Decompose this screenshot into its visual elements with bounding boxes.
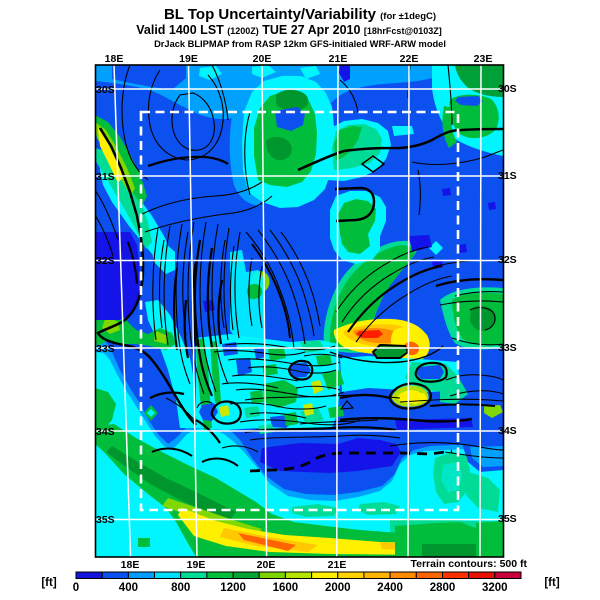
svg-text:35S: 35S [498,513,517,525]
svg-text:21E: 21E [329,53,348,65]
svg-text:20E: 20E [253,53,272,65]
svg-text:31S: 31S [498,170,517,182]
svg-text:800: 800 [171,582,190,594]
svg-text:32S: 32S [498,254,517,266]
svg-text:Terrain contours: 500 ft: Terrain contours: 500 ft [411,558,528,570]
svg-text:32S: 32S [96,255,115,267]
svg-text:21E: 21E [328,559,347,571]
svg-text:1200: 1200 [220,582,246,594]
svg-text:20E: 20E [257,559,276,571]
svg-text:[ft]: [ft] [41,577,56,589]
svg-text:19E: 19E [187,559,206,571]
svg-text:33S: 33S [498,342,517,354]
svg-text:34S: 34S [96,426,115,438]
svg-text:2000: 2000 [325,582,351,594]
svg-text:33S: 33S [96,343,115,355]
svg-text:30S: 30S [96,84,115,96]
svg-text:35S: 35S [96,514,115,526]
svg-text:2800: 2800 [430,582,456,594]
svg-text:0: 0 [73,582,79,594]
svg-text:1600: 1600 [273,582,299,594]
svg-text:30S: 30S [498,83,517,95]
svg-text:2400: 2400 [377,582,403,594]
svg-text:400: 400 [119,582,138,594]
svg-text:18E: 18E [121,559,140,571]
svg-text:19E: 19E [179,53,198,65]
svg-text:18E: 18E [105,53,124,65]
svg-text:3200: 3200 [482,582,508,594]
svg-text:23E: 23E [474,53,493,65]
svg-text:[ft]: [ft] [544,577,559,589]
svg-text:34S: 34S [498,425,517,437]
svg-text:22E: 22E [400,53,419,65]
svg-text:31S: 31S [96,171,115,183]
